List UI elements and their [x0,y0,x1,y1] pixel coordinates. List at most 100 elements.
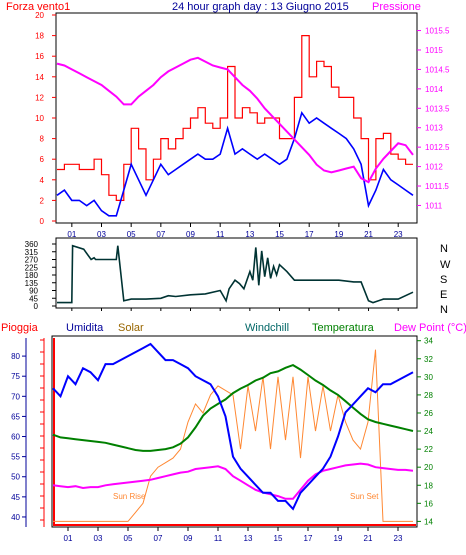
temperature-tick-label: 22 [424,445,433,454]
wind-gust-line [57,34,413,201]
direction-tick-label: 225 [25,263,39,272]
direction-series [57,244,414,304]
wind-average-line [56,110,414,217]
compass-label-w: W [440,259,451,271]
wind-tick-label: 4 [40,176,45,185]
humidity-tick-label: 65 [11,412,20,421]
direction-hour-axis [71,308,399,311]
pressure-tick-label: 1012 [425,163,443,172]
wind-tick-label: 8 [40,135,45,144]
temperature-tick-label: 32 [424,355,433,364]
wind-tick-label: 2 [40,196,45,205]
hour-tick-label: 19 [334,534,343,543]
direction-tick-label: 45 [29,294,38,303]
compass-label-n-bottom: N [440,304,448,316]
humidity-axis: 40 45 50 55 60 65 70 75 80 [11,338,27,527]
wind-tick-label: 6 [40,155,45,164]
pressure-tick-label: 1011.5 [425,182,449,191]
hour-tick-label: 03 [97,230,106,239]
humidity-tick-label: 50 [11,473,20,482]
wind-tick-label: 18 [35,32,44,41]
hour-tick-label: 05 [127,230,136,239]
direction-tick-label: 90 [29,287,38,296]
temperature-line [52,363,414,452]
hour-tick-label: 07 [154,534,163,543]
dewpoint-line [52,462,414,500]
temperature-humidity-series [52,338,416,526]
sunrise-annotation: Sun Rise [113,492,146,501]
pressure-tick-label: 1014 [425,85,443,94]
hour-tick-label: 19 [334,230,343,239]
direction-tick-label: 315 [25,248,39,257]
hour-tick-label: 07 [156,230,165,239]
temperature-tick-label: 24 [424,427,433,436]
compass-label-n-top: N [440,243,448,255]
temperature-tick-label: 34 [424,337,433,346]
wind-force-label: Forza vento1 [6,1,70,13]
hour-tick-label: 23 [394,230,403,239]
rain-axis [40,338,45,527]
pressure-tick-label: 1015 [425,46,443,55]
humidity-line [52,342,414,511]
pressure-tick-label: 1013.5 [425,104,450,113]
temperature-humidity-panel: 40 45 50 55 60 65 70 75 80 14 16 18 20 22 24 26 28 30 32 3… [11,335,433,543]
temperature-label: Temperatura [312,322,375,334]
direction-tick-label: 360 [25,240,39,249]
pressure-tick-label: 1013 [425,124,443,133]
hour-tick-label: 13 [245,230,254,239]
temperature-tick-label: 16 [424,499,433,508]
direction-tick-label: 270 [25,256,39,265]
hour-tick-label: 11 [216,230,225,239]
humidity-label: Umidita [66,322,104,334]
humidity-tick-label: 75 [11,372,20,381]
hour-tick-label: 17 [304,534,313,543]
graph-title: 24 hour graph day : 13 Giugno 2015 [172,1,349,13]
humidity-tick-label: 40 [11,513,20,522]
humidity-tick-label: 70 [11,392,20,401]
temperature-tick-label: 18 [424,481,433,490]
hour-tick-label: 09 [184,534,193,543]
pressure-tick-label: 1015.5 [425,27,450,36]
temperature-tick-label: 20 [424,463,433,472]
wind-tick-label: 10 [35,114,44,123]
hour-tick-label: 23 [394,534,403,543]
direction-tick-label: 135 [25,279,39,288]
temperature-tick-label: 30 [424,373,433,382]
hour-tick-label: 21 [364,230,373,239]
hour-tick-label: 01 [67,230,76,239]
hour-tick-label: 09 [186,230,195,239]
humidity-tick-label: 80 [11,352,20,361]
compass-label-e: E [440,289,447,301]
wind-tick-label: 20 [35,11,44,20]
direction-tick-label: 180 [25,271,39,280]
hour-tick-label: 15 [274,534,283,543]
windchill-label: Windchill [245,322,289,334]
solar-label: Solar [118,322,144,334]
wind-direction-frame [55,237,418,309]
pressure-label: Pressione [372,1,421,13]
wind-tick-label: 12 [35,93,44,102]
pressure-line [56,56,414,184]
hour-tick-label: 17 [305,230,314,239]
dewpoint-label: Dew Point (°C) [394,322,466,334]
hour-tick-label: 13 [244,534,253,543]
pressure-tick-label: 1012.5 [425,143,450,152]
temperature-tick-label: 28 [424,391,433,400]
pressure-axis: 1011 1011.5 1012 1012.5 1013 1013.5 1014 1014.5… [417,27,450,210]
wind-tick-label: 0 [40,217,45,226]
wind-pressure-series [56,34,414,217]
temperature-tick-label: 14 [424,517,433,526]
hour-tick-label: 21 [364,534,373,543]
humidity-tick-label: 55 [11,453,20,462]
humidity-tick-label: 60 [11,433,20,442]
hour-tick-label: 01 [64,534,73,543]
compass-label-s: S [440,274,447,286]
temperature-tick-label: 26 [424,409,433,418]
sunset-annotation: Sun Set [350,492,379,501]
wind-speed-axis: 0 2 4 6 8 10 12 14 16 18 20 [35,11,56,226]
rain-label: Pioggia [1,322,39,334]
